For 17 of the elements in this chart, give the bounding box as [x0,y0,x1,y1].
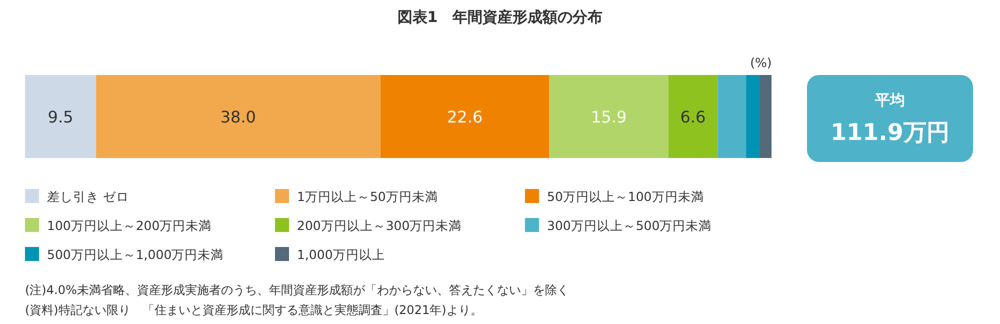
text: 平均 [874,91,905,109]
legend-label: 1,000万円以上 [297,247,385,262]
data-label: 9.5 [48,108,74,126]
text: (資料)特記ない限り 「住まいと資産形成に関する意識と実態調査」(2021年)より。 [25,303,482,317]
chart-title: 図表1 年間資産形成額の分布 [397,8,603,26]
data-label: 15.9 [591,108,627,126]
data-label: 22.6 [447,108,483,126]
text: (%) [750,55,772,70]
text: 111.9万円 [830,120,950,146]
data-label: 6.6 [680,108,706,126]
bar [549,75,668,158]
bar [380,75,550,158]
data-label: 38.0 [220,108,256,126]
bar [25,75,96,158]
text: (注)4.0%未満省略、資産形成実施者のうち、年間資産形成額が「わからない、答えたくない」を除く [25,283,569,297]
bar [96,75,380,158]
legend-label: 差し引き ゼロ [47,189,129,204]
